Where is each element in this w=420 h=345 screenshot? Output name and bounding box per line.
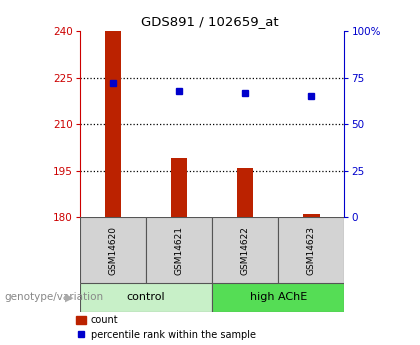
Bar xyxy=(303,214,320,217)
Bar xyxy=(237,168,253,217)
Text: ▶: ▶ xyxy=(65,292,73,302)
Bar xyxy=(278,217,344,283)
Bar xyxy=(146,217,212,283)
Bar xyxy=(212,217,278,283)
Bar xyxy=(80,283,212,312)
Bar xyxy=(212,283,344,312)
Text: GSM14621: GSM14621 xyxy=(175,226,184,275)
Bar xyxy=(80,217,146,283)
Text: control: control xyxy=(127,292,165,302)
Text: GSM14622: GSM14622 xyxy=(241,226,249,275)
Text: genotype/variation: genotype/variation xyxy=(4,292,103,302)
Bar xyxy=(171,158,187,217)
Text: GDS891 / 102659_at: GDS891 / 102659_at xyxy=(141,16,279,29)
Text: GSM14623: GSM14623 xyxy=(307,226,316,275)
Bar xyxy=(105,31,121,217)
Text: high AChE: high AChE xyxy=(249,292,307,302)
Text: GSM14620: GSM14620 xyxy=(108,226,117,275)
Legend: count, percentile rank within the sample: count, percentile rank within the sample xyxy=(76,315,256,340)
